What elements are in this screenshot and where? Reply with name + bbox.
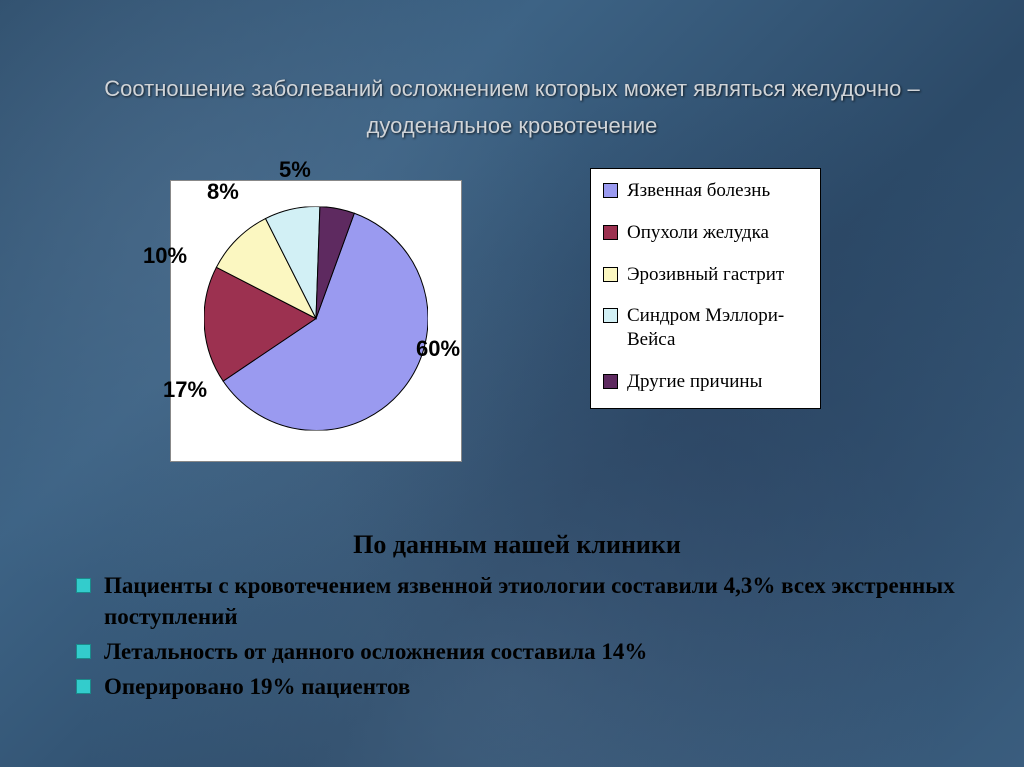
pie-chart-container: 60%17%10%8%5% — [170, 180, 462, 462]
body-text: По данным нашей клиники Пациенты с крово… — [70, 530, 964, 706]
bullet-item: Пациенты с кровотечением язвенной этиоло… — [70, 570, 964, 632]
pie-data-label: 10% — [143, 243, 187, 269]
legend-swatch — [603, 308, 618, 323]
bullet-item: Оперировано 19% пациентов — [70, 671, 964, 702]
legend-swatch — [603, 267, 618, 282]
legend-swatch — [603, 183, 618, 198]
legend-item: Опухоли желудка — [603, 221, 808, 245]
legend-label: Другие причины — [627, 370, 762, 394]
legend-label: Синдром Мэллори-Вейса — [627, 304, 808, 352]
legend-swatch — [603, 374, 618, 389]
legend-label: Язвенная болезнь — [627, 179, 770, 203]
pie-data-label: 17% — [163, 377, 207, 403]
legend-label: Опухоли желудка — [627, 221, 769, 245]
bullet-item: Летальность от данного осложнения состав… — [70, 636, 964, 667]
pie-data-label: 60% — [416, 336, 460, 362]
legend-swatch — [603, 225, 618, 240]
legend-item: Язвенная болезнь — [603, 179, 808, 203]
pie-data-label: 8% — [207, 179, 239, 205]
chart-legend: Язвенная болезнь Опухоли желудка Эрозивный… — [590, 168, 821, 409]
legend-item: Синдром Мэллори-Вейса — [603, 304, 808, 352]
pie-chart — [204, 207, 428, 436]
legend-item: Другие причины — [603, 370, 808, 394]
legend-label: Эрозивный гастрит — [627, 263, 784, 287]
legend-item: Эрозивный гастрит — [603, 263, 808, 287]
slide-title: Соотношение заболеваний осложнением кото… — [0, 70, 1024, 145]
bullet-list: Пациенты с кровотечением язвенной этиоло… — [70, 570, 964, 702]
pie-data-label: 5% — [279, 157, 311, 183]
subheading: По данным нашей клиники — [70, 530, 964, 560]
